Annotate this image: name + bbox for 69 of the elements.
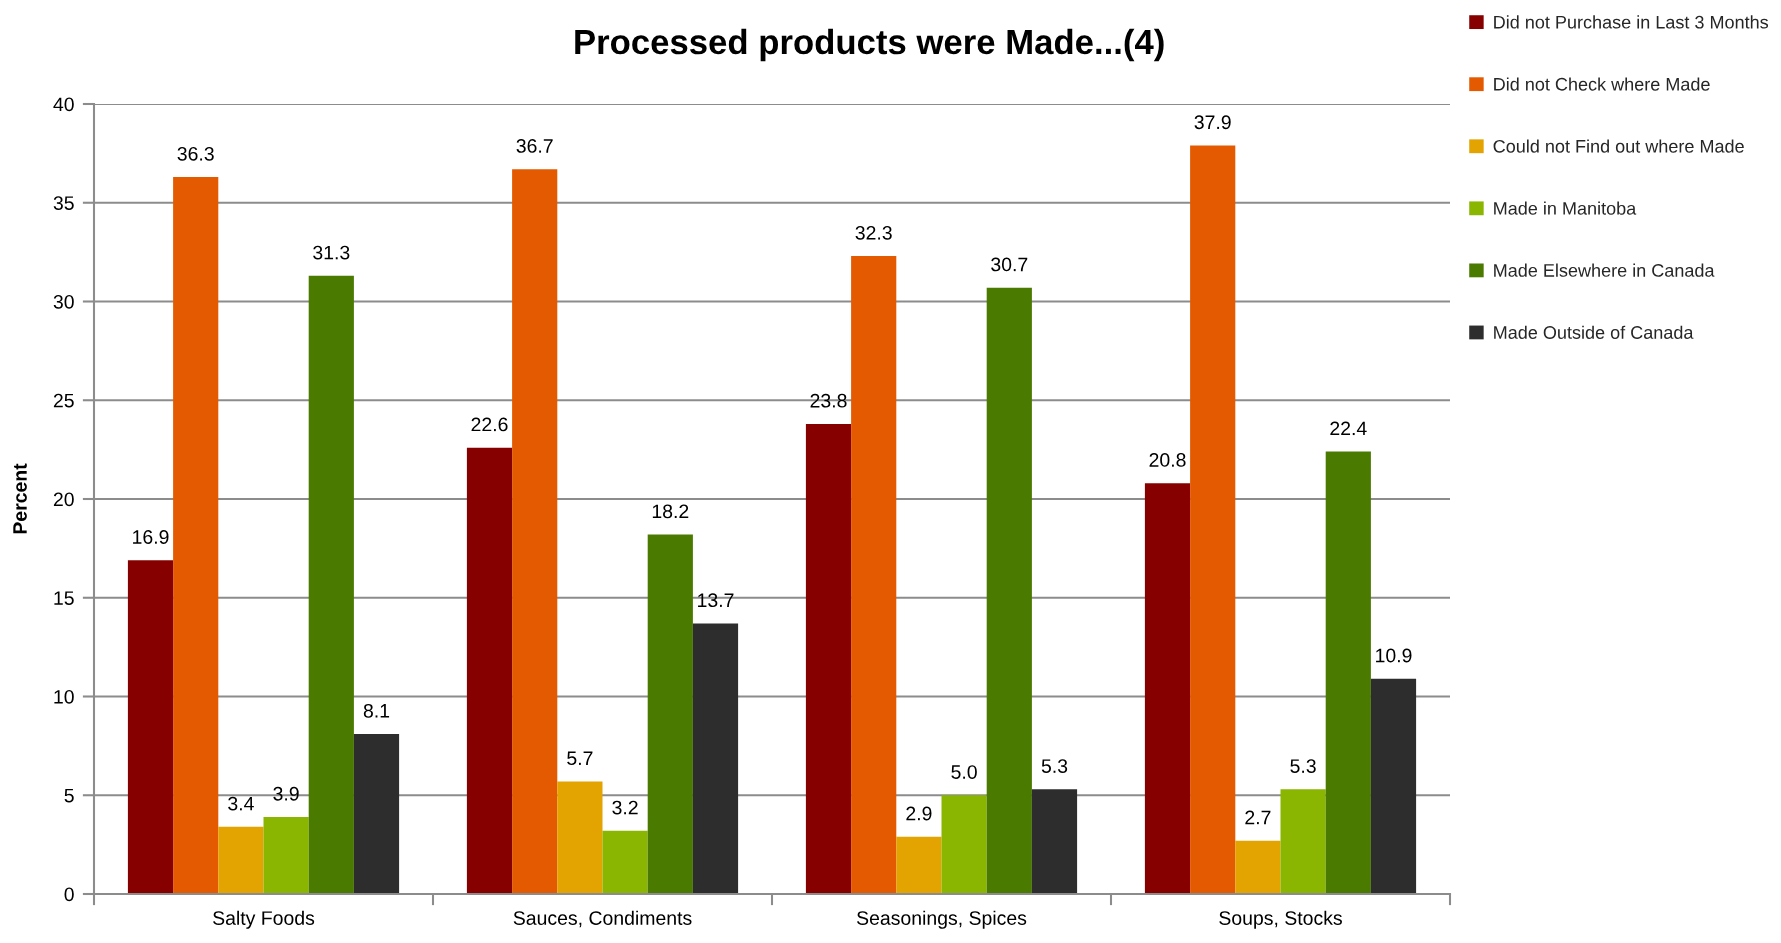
bar	[466, 447, 513, 894]
data-label: 3.4	[228, 796, 254, 811]
y-tick-label: 25	[53, 393, 74, 408]
data-label: 36.7	[516, 139, 553, 153]
data-label: 22.6	[471, 417, 508, 432]
bar	[353, 734, 400, 894]
bar	[1144, 483, 1191, 894]
bar	[1190, 145, 1236, 894]
bar	[557, 781, 603, 894]
bar	[805, 423, 852, 894]
data-label: 32.3	[855, 225, 892, 240]
bar	[1325, 451, 1371, 894]
bar	[851, 256, 897, 894]
legend-label: Did not Purchase in Last 3 Months	[1494, 15, 1769, 29]
bar	[1370, 678, 1417, 894]
data-label: 5.3	[1041, 759, 1068, 773]
bar	[308, 275, 354, 894]
legend-label: Made Elsewhere in Canada	[1494, 263, 1715, 277]
data-label: 22.4	[1330, 421, 1367, 436]
bar	[263, 816, 309, 894]
y-tick-label: 20	[53, 492, 74, 507]
data-label: 36.3	[177, 146, 214, 161]
data-label: 16.9	[133, 530, 169, 544]
data-label: 3.9	[273, 786, 299, 801]
x-tick-label: Seasonings, Spices	[857, 910, 1027, 929]
x-tick-label: Salty Foods	[213, 910, 315, 929]
legend-label: Did not Check where Made	[1494, 77, 1710, 91]
x-tick-label: Sauces, Condiments	[513, 910, 692, 928]
bar	[512, 169, 558, 894]
y-tick-label: 35	[53, 196, 74, 210]
data-label: 5.0	[951, 765, 977, 779]
bar	[218, 826, 264, 894]
data-label: 20.8	[1149, 453, 1186, 467]
y-tick-label: 5	[64, 788, 74, 803]
chart-title: Processed products were Made...(4)	[575, 28, 1164, 62]
data-label: 5.3	[1290, 759, 1316, 773]
y-tick-label: 40	[53, 97, 74, 112]
y-axis-title: Percent	[13, 463, 27, 534]
data-label: 23.8	[810, 393, 847, 408]
bar	[127, 560, 174, 894]
y-tick-label: 0	[64, 887, 74, 902]
bar	[647, 534, 693, 894]
bar	[1235, 840, 1281, 894]
data-label: 2.7	[1245, 810, 1271, 825]
legend-label: Made Outside of Canada	[1494, 325, 1694, 339]
data-label: 3.2	[612, 800, 638, 815]
bar	[692, 623, 739, 894]
data-label: 18.2	[652, 504, 689, 519]
bar	[941, 795, 987, 894]
bar	[1280, 789, 1326, 894]
data-label: 30.7	[991, 257, 1028, 272]
data-label: 2.9	[906, 806, 932, 821]
data-label: 8.1	[363, 703, 390, 718]
y-tick-label: 30	[53, 294, 74, 309]
legend-label: Made in Manitoba	[1494, 201, 1637, 215]
x-tick-label: Soups, Stocks	[1219, 910, 1342, 929]
bar	[896, 836, 942, 894]
data-label: 10.9	[1376, 648, 1412, 663]
y-tick-label: 10	[54, 689, 74, 704]
data-label: 37.9	[1194, 115, 1231, 130]
bar	[173, 177, 219, 894]
legend-label: Could not Find out where Made	[1493, 139, 1744, 153]
data-label: 5.7	[567, 751, 593, 766]
bar	[986, 287, 1032, 894]
y-tick-label: 15	[54, 591, 74, 605]
data-label: 13.7	[698, 593, 734, 608]
bar	[602, 830, 648, 894]
data-label: 31.3	[313, 245, 350, 260]
bar	[1031, 789, 1078, 894]
